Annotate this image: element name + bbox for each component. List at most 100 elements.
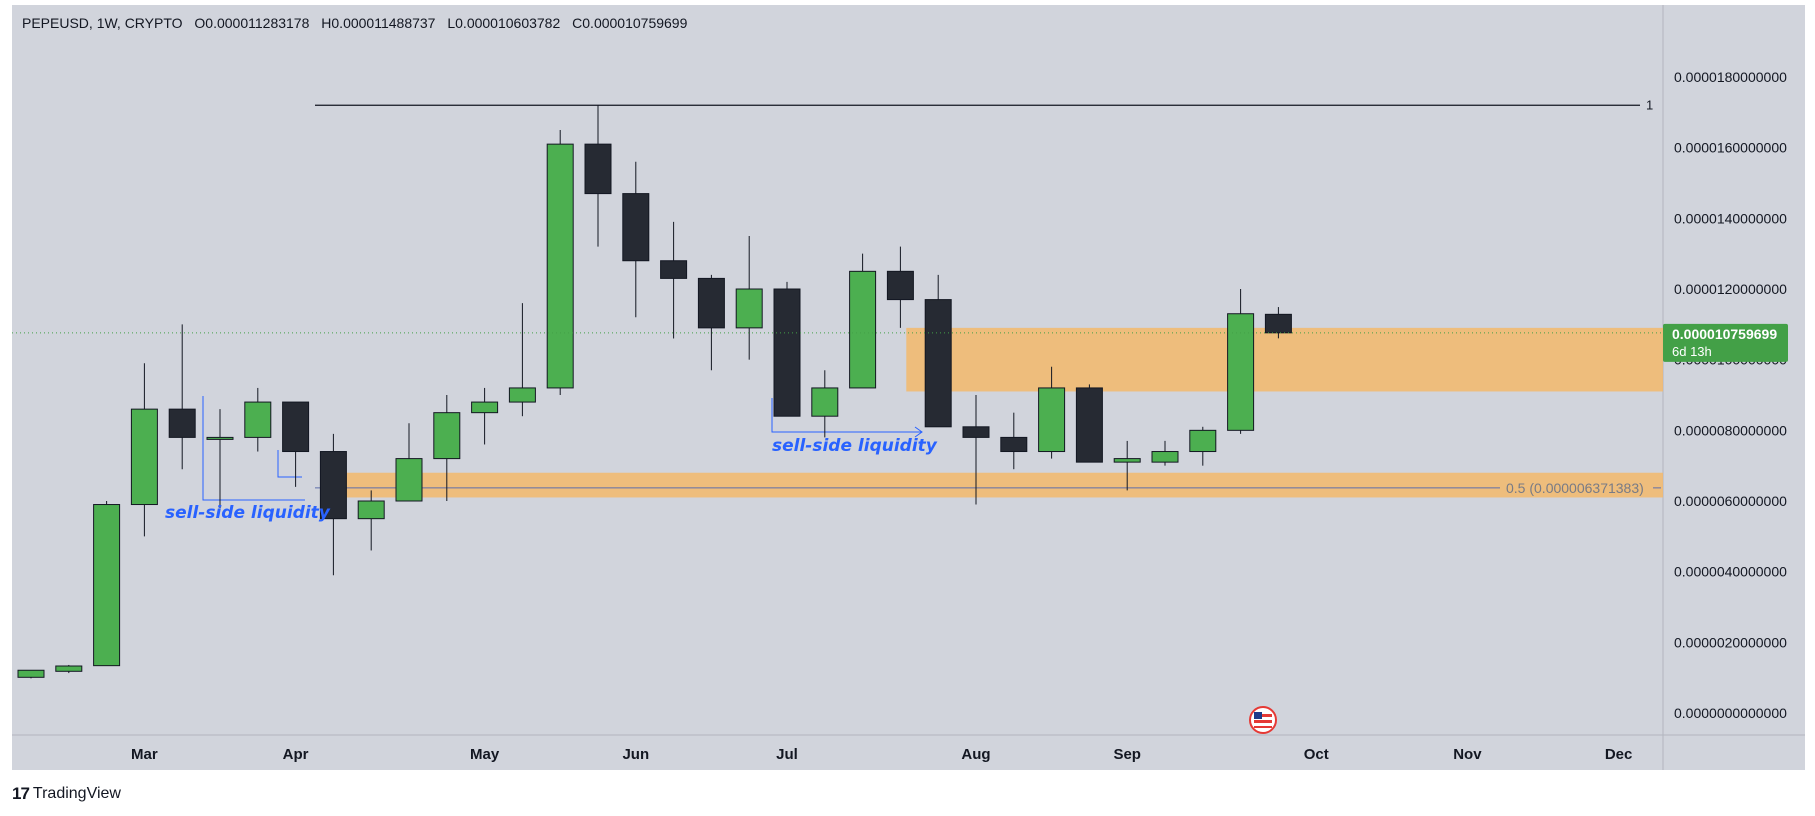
candle-body [244,401,272,438]
month-label-apr: Apr [283,746,309,763]
candle-body [584,143,612,195]
price-tick-label: 0.0000180000000 [1674,69,1787,85]
month-label-jul: Jul [776,746,798,763]
tradingview-logo-icon: 17 [12,784,30,803]
month-label-jun: Jun [622,746,649,763]
candle-4 [168,324,196,470]
candle-18 [697,274,725,371]
month-label-sep: Sep [1113,746,1141,763]
close-value: C0.000010759699 [572,15,687,31]
liquidity-lines-layer [202,396,923,501]
high-value: H0.000011488737 [321,15,435,31]
candle-body [1075,387,1103,463]
candle-body [697,277,725,329]
month-label-nov: Nov [1453,746,1482,763]
candle-17 [660,221,688,339]
candle-body [962,426,990,438]
candle-22 [849,253,877,389]
candle-33 [1264,307,1292,339]
low-value: L0.000010603782 [447,15,560,31]
candle-0 [17,669,45,679]
candle-25 [962,395,990,505]
candle-21 [811,370,839,438]
candle-8 [319,433,347,576]
candle-31 [1189,426,1217,466]
candle-body [1264,313,1292,334]
price-tick-label: 0.0000120000000 [1674,281,1787,297]
liquidity-line-1 [202,396,305,501]
candle-11 [433,395,461,501]
candle-30 [1151,440,1179,466]
candle-13 [508,303,536,417]
candle-body [55,665,83,672]
price-tick-label: 0.0000040000000 [1674,564,1787,580]
candle-body [1113,458,1141,463]
open-value: O0.000011283178 [194,15,309,31]
price-tick-label: 0.0000080000000 [1674,422,1787,438]
us-flag-icon[interactable] [1249,706,1277,734]
candle-body [17,669,45,678]
month-label-mar: Mar [131,746,158,763]
price-badge: 0.000010759699 6d 13h [1663,323,1788,362]
candle-body [206,436,234,440]
candle-body [1000,436,1028,453]
price-tick-label: 0.0000140000000 [1674,210,1787,226]
candle-15 [584,105,612,247]
price-axis[interactable]: 0.0000180000000 0.0000160000000 0.00001400… [1674,69,1787,721]
candle-body [471,401,499,414]
annotation-sell-side-liquidity-2: sell-side liquidity [772,436,938,456]
candle-body [168,408,196,438]
price-tick-label: 0.0000020000000 [1674,634,1787,650]
fib-layer: 1 0.5 (0.000006371383) [315,97,1661,496]
candle-body [849,270,877,389]
candle-27 [1038,366,1066,459]
candle-29 [1113,440,1141,491]
supply-demand-zone-2 [339,472,1663,498]
candle-body [282,401,310,453]
candle-body [1189,429,1217,453]
month-label-dec: Dec [1605,746,1633,763]
annotation-sell-side-liquidity-1: sell-side liquidity [165,503,331,523]
price-badge-value: 0.000010759699 [1672,326,1777,342]
candle-body [811,387,839,417]
zones-layer [339,327,1663,498]
candle-26 [1000,412,1028,470]
annotations-layer: sell-side liquidity sell-side liquidity [165,436,938,523]
candle-body [433,412,461,460]
candle-body [130,408,158,506]
candle-9 [357,490,385,551]
candle-20 [773,281,801,417]
fib-label-1: 1 [1646,97,1653,112]
liquidity-line-1b [277,450,302,478]
candle-body [735,288,763,329]
candle-2 [93,501,121,667]
brand-name: TradingView [32,785,121,802]
candle-body [924,299,952,428]
candlestick-chart[interactable]: 1 0.5 (0.000006371383) sell-side liquidit… [0,0,1815,770]
price-tick-label: 0.0000160000000 [1674,140,1787,156]
month-label-may: May [470,746,500,763]
tradingview-brand[interactable]: 17 TradingView [12,784,121,804]
candle-19 [735,236,763,360]
candle-body [546,143,574,389]
candle-body [660,260,688,279]
time-axis[interactable]: Mar Apr May Jun Jul Aug Sep Oct Nov Dec [131,746,1632,763]
price-tick-label: 0.0000060000000 [1674,493,1787,509]
candles-layer [17,105,1292,679]
candle-14 [546,130,574,395]
candle-24 [924,274,952,428]
candle-body [886,270,914,301]
candle-body [93,504,121,667]
price-badge-countdown: 6d 13h [1672,344,1712,359]
candle-body [395,458,423,502]
candle-body [1151,451,1179,463]
candle-body [508,387,536,403]
candle-16 [622,161,650,318]
candle-10 [395,423,423,502]
symbol-label: PEPEUSD, 1W, CRYPTO [22,15,183,31]
supply-demand-zone-1 [906,327,1663,392]
candle-body [1227,313,1255,431]
month-label-aug: Aug [961,746,990,763]
candle-23 [886,246,914,328]
